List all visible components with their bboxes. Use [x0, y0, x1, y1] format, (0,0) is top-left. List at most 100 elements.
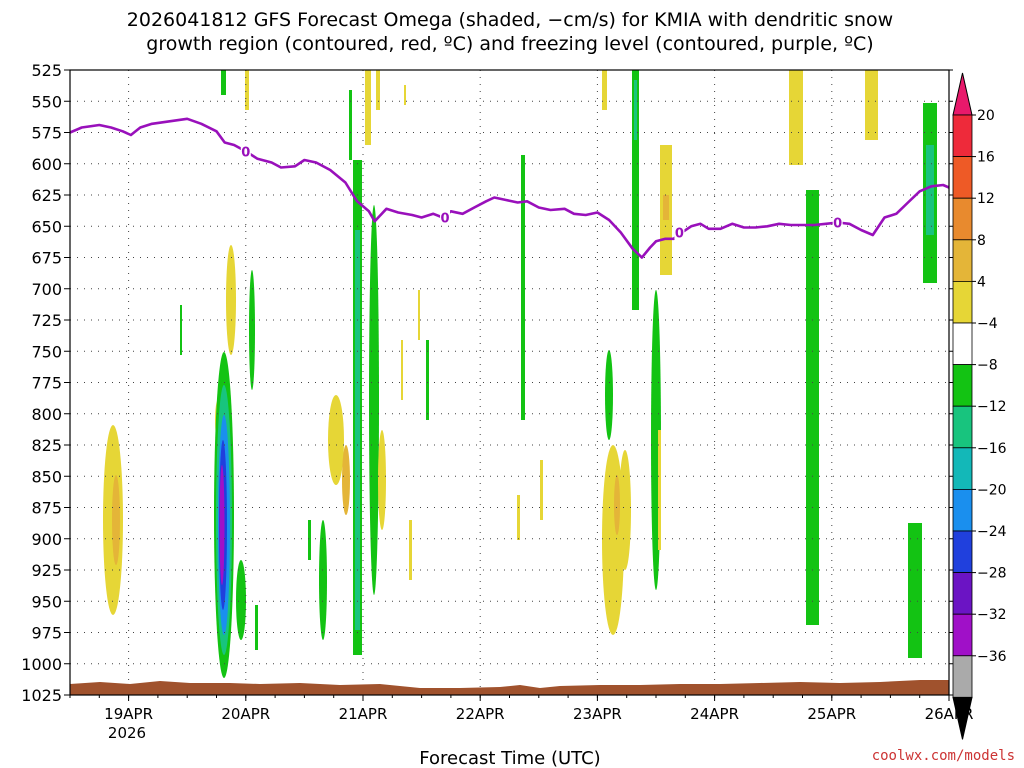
colorbar-label: −24 — [977, 524, 1007, 540]
omega-region — [540, 460, 543, 520]
freezing-label-bg — [674, 224, 685, 240]
omega-region — [409, 520, 412, 580]
colorbar-bottom-arrow — [952, 696, 973, 740]
omega-region — [865, 70, 878, 140]
colorbar-segment — [952, 239, 973, 282]
x-tick-label: 20APR — [221, 705, 270, 723]
y-tick-label: 700 — [31, 280, 62, 299]
omega-region — [614, 475, 620, 535]
omega-region — [369, 205, 379, 595]
omega-region — [355, 230, 360, 630]
omega-region — [219, 465, 225, 585]
chart-title-line1: 2026041812 GFS Forecast Omega (shaded, −… — [127, 9, 893, 31]
omega-region — [658, 430, 661, 550]
colorbar-segment — [952, 655, 973, 698]
colorbar-segment — [952, 613, 973, 657]
colorbar-label: 4 — [977, 274, 986, 290]
y-tick-label: 950 — [31, 592, 62, 611]
omega-region — [605, 350, 613, 440]
y-tick-label: 900 — [31, 530, 62, 549]
colorbar-label: 8 — [977, 233, 986, 249]
omega-region — [426, 340, 429, 420]
colorbar-label: 12 — [977, 191, 995, 207]
colorbar-segment — [952, 280, 973, 324]
omega-region — [180, 305, 182, 355]
x-tick-label: 24APR — [690, 705, 739, 723]
y-tick-label: 575 — [31, 124, 62, 143]
credit-text: coolwx.com/models — [872, 748, 1015, 764]
freezing-level-label: 0 — [833, 217, 842, 232]
freezing-level-contour: 0 0 0 0 — [69, 117, 950, 259]
y-tick-label: 775 — [31, 374, 62, 393]
freezing-level-label: 0 — [675, 227, 684, 242]
omega-region — [908, 523, 922, 658]
colorbar-label: 20 — [977, 108, 995, 124]
y-tick-label: 1000 — [21, 655, 62, 674]
colorbar-label: −8 — [977, 358, 998, 374]
omega-region — [418, 290, 420, 340]
colorbar-label: −20 — [977, 482, 1007, 498]
freezing-level-label: 0 — [241, 145, 250, 160]
colorbar-label: 16 — [977, 150, 995, 166]
y-tick-label: 825 — [31, 436, 62, 455]
colorbar-segment — [952, 364, 973, 407]
x-tick-label: 21APR — [339, 705, 388, 723]
colorbar-label: −12 — [977, 399, 1007, 415]
omega-shading — [103, 70, 937, 678]
y-tick-label: 600 — [31, 155, 62, 174]
colorbar: 20 16 12 8 4 −4 −8 −12 −16 −20 −24 −28 −32 −36 — [952, 72, 1007, 740]
y-tick-label: 800 — [31, 405, 62, 424]
y-tick-label: 650 — [31, 217, 62, 236]
omega-region — [236, 560, 246, 640]
y-tick-label: 1025 — [21, 686, 62, 705]
omega-region — [349, 90, 352, 160]
ground-terrain — [70, 680, 949, 695]
colorbar-segment — [952, 488, 973, 532]
freezing-label-bg — [240, 143, 251, 159]
y-tick-label: 550 — [31, 92, 62, 111]
x-tick-label: 25APR — [807, 705, 856, 723]
omega-region — [255, 605, 258, 650]
colorbar-segment — [952, 447, 973, 490]
x-axis: 19APR 20APR 21APR 22APR 23APR 24APR 25APR 26APR — [69, 695, 973, 723]
omega-region — [789, 70, 803, 165]
colorbar-top-arrow — [952, 72, 973, 116]
x-tick-label: 22APR — [456, 705, 505, 723]
omega-region — [806, 190, 819, 625]
colorbar-segment — [952, 405, 973, 449]
omega-region — [249, 270, 255, 390]
freezing-level-line — [69, 117, 950, 259]
colorbar-label: −36 — [977, 649, 1007, 665]
colorbar-segment — [952, 197, 973, 241]
x-tick-label: 19APR — [104, 705, 153, 723]
freezing-level-label: 0 — [441, 212, 450, 227]
omega-region — [112, 475, 120, 565]
omega-region — [521, 155, 525, 420]
omega-region — [632, 70, 639, 310]
omega-region — [221, 70, 226, 95]
x-axis-title: Forecast Time (UTC) — [419, 748, 600, 768]
omega-region — [365, 70, 371, 145]
omega-region — [602, 70, 607, 110]
freezing-label-bg — [832, 214, 843, 230]
x-tick-label: 23APR — [573, 705, 622, 723]
y-tick-label: 675 — [31, 249, 62, 268]
omega-region — [634, 80, 637, 140]
omega-region — [926, 145, 934, 235]
y-tick-label: 725 — [31, 311, 62, 330]
colorbar-segment — [952, 322, 973, 365]
omega-region — [376, 70, 380, 110]
omega-region — [226, 245, 236, 355]
omega-region — [619, 450, 631, 570]
colorbar-label: −4 — [977, 316, 998, 332]
colorbar-label: −16 — [977, 441, 1007, 457]
omega-region — [342, 445, 350, 515]
omega-region — [319, 520, 327, 640]
colorbar-label: −28 — [977, 566, 1007, 582]
colorbar-segment — [952, 114, 973, 157]
y-tick-label: 975 — [31, 624, 62, 643]
y-tick-label: 525 — [31, 61, 62, 80]
omega-region — [404, 85, 406, 105]
freezing-label-bg — [440, 209, 451, 225]
